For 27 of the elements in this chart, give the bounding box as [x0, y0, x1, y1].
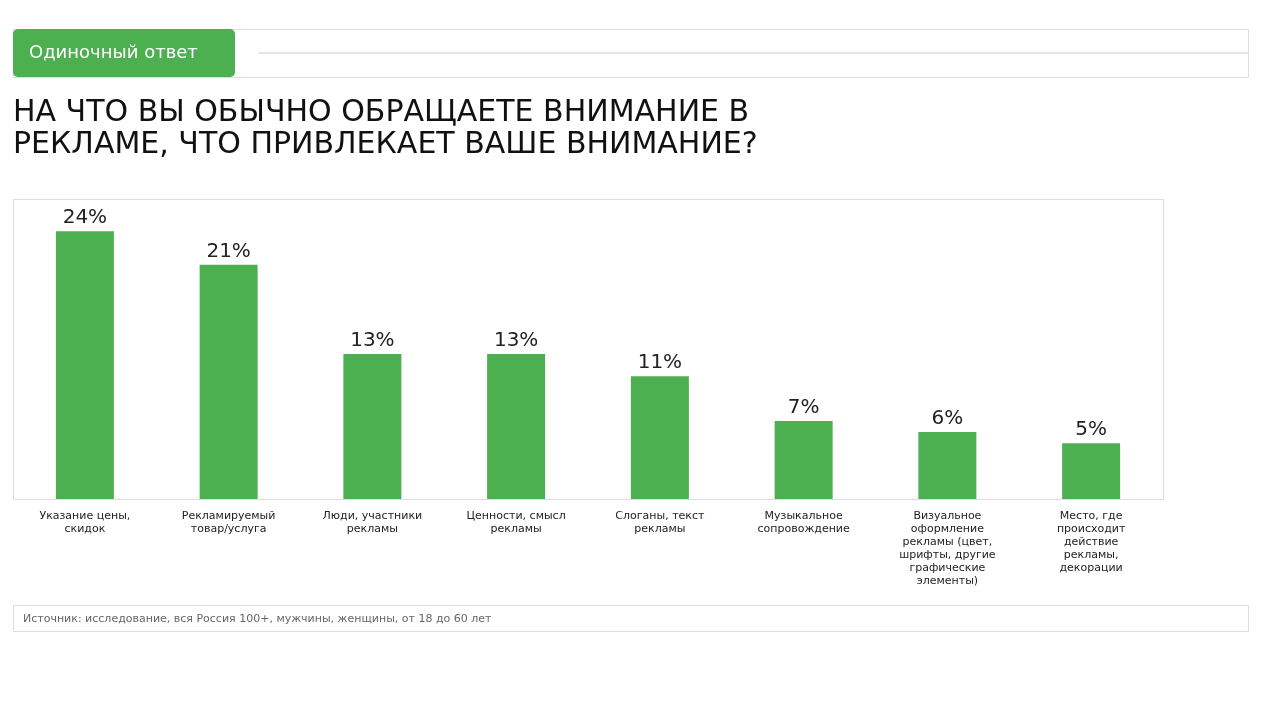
- data-label: 21%: [206, 237, 251, 262]
- data-label: 13%: [493, 326, 539, 351]
- x-tick-label: Слоганы, текст рекламы: [615, 508, 706, 535]
- data-label: 5%: [1075, 416, 1107, 441]
- x-tick-label: Место, где происходит действие рекламы, декорации: [1056, 508, 1126, 574]
- bar: [774, 420, 833, 499]
- data-label: 6%: [931, 405, 964, 430]
- data-label: 11%: [637, 349, 683, 374]
- x-tick-label: Ценности, смысл рекламы: [466, 508, 566, 535]
- data-label: 13%: [350, 326, 395, 351]
- bar: [918, 432, 977, 499]
- text: Источник: исследование, вся Россия 100+, мужчины, женщины, от 18 до 60 лет: [23, 612, 493, 625]
- bar: [55, 231, 114, 499]
- x-tick-label: Визуальное оформление рекламы (цвет, шрифты, другие графические элементы): [899, 508, 996, 587]
- bar: [630, 376, 689, 499]
- bar: [1062, 443, 1121, 499]
- bar: [343, 353, 402, 499]
- x-tick-label: Люди, участники рекламы: [322, 508, 423, 535]
- bar: [487, 353, 546, 499]
- x-tick-label: Рекламируемый товар/услуга: [181, 508, 276, 535]
- chart-title: НА ЧТО ВЫ ОБЫЧНО ОБРАЩАЕТЕ ВНИМАНИЕ В РЕКЛАМЕ, ЧТО ПРИВЛЕКАЕТ ВАШЕ ВНИМАНИЕ?: [13, 93, 758, 160]
- chart-subtitle: Одиночный ответ: [29, 41, 198, 62]
- data-label: 7%: [787, 393, 820, 418]
- data-label: 24%: [62, 204, 108, 229]
- x-tick-label: Музыкальное сопровождение: [757, 508, 850, 535]
- x-tick-label: Указание цены, скидок: [39, 508, 131, 535]
- bar: [199, 264, 258, 499]
